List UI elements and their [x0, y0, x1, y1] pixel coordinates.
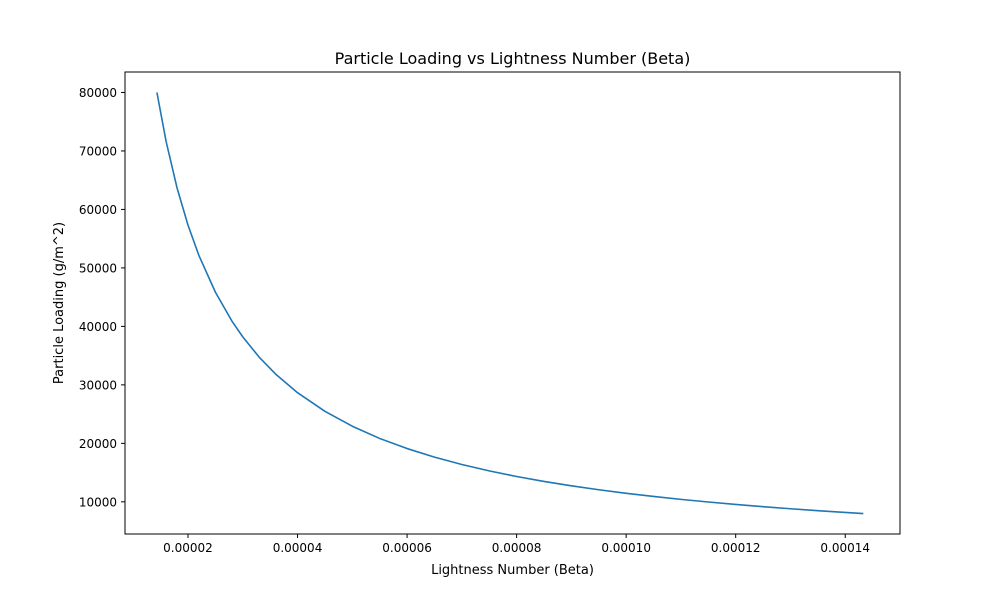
x-tick-label: 0.00004 — [273, 541, 323, 555]
y-tick-label: 50000 — [79, 261, 117, 275]
y-tick-label: 70000 — [79, 144, 117, 158]
y-tick-label: 60000 — [79, 203, 117, 217]
y-tick-label: 10000 — [79, 495, 117, 509]
x-tick-label: 0.00010 — [601, 541, 651, 555]
y-tick-label: 40000 — [79, 320, 117, 334]
y-axis: 10000 20000 30000 40000 50000 60000 70000 80000 — [79, 86, 125, 509]
y-tick-label: 30000 — [79, 378, 117, 392]
series-line — [156, 92, 864, 515]
y-tick-label: 80000 — [79, 86, 117, 100]
x-tick-label: 0.00012 — [711, 541, 761, 555]
x-tick-label: 0.00008 — [492, 541, 542, 555]
x-tick-label: 0.00002 — [163, 541, 213, 555]
y-tick-label: 20000 — [79, 437, 117, 451]
x-axis: 0.00002 0.00004 0.00006 0.00008 0.00010 0.000… — [163, 534, 870, 555]
y-axis-label: Particle Loading (g/m^2) — [52, 222, 67, 384]
x-tick-label: 0.00014 — [820, 541, 870, 555]
x-tick-label: 0.00006 — [382, 541, 432, 555]
plot-series — [156, 92, 864, 515]
plot-area-frame — [124, 71, 901, 535]
chart-title: Particle Loading vs Lightness Number (Be… — [335, 49, 691, 68]
x-axis-label: Lightness Number (Beta) — [431, 563, 594, 578]
